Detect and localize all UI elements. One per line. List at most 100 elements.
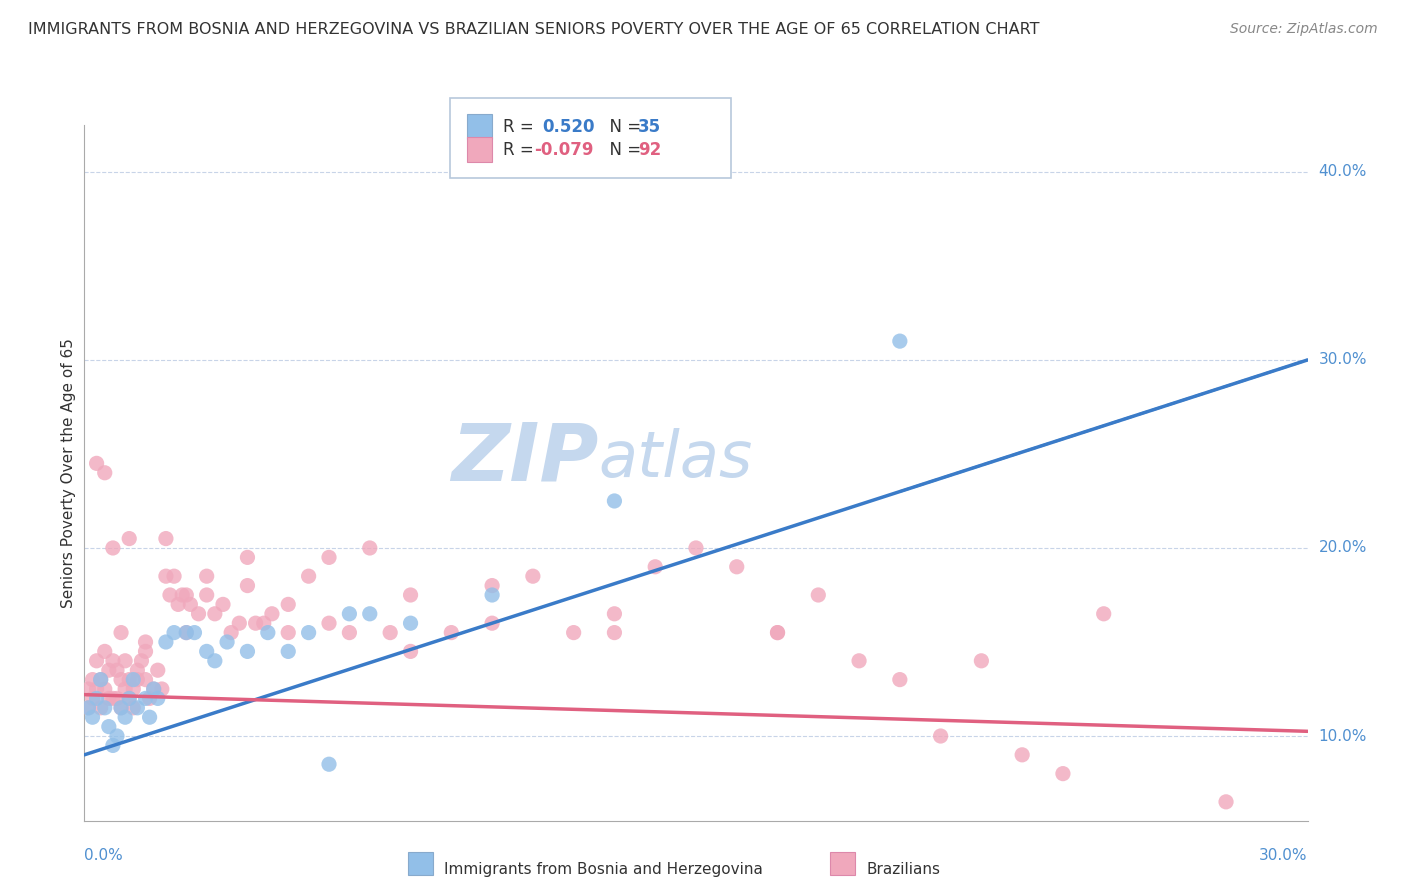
Point [481,616,503,631]
Point [90,673,112,687]
Point [277,625,299,640]
Point [122,701,145,715]
Point [603,625,626,640]
Point [163,569,186,583]
Point [440,625,463,640]
Text: 0.0%: 0.0% [84,848,124,863]
Point [359,541,381,555]
Point [77,681,100,696]
Point [167,598,190,612]
Point [150,681,173,696]
Point [135,635,157,649]
Text: N =: N = [599,118,647,136]
Point [105,729,128,743]
Point [90,701,112,715]
Point [195,569,218,583]
Point [86,456,108,470]
Text: ZIP: ZIP [451,420,598,498]
Point [118,691,141,706]
Point [82,691,104,706]
Point [131,654,153,668]
Point [481,588,503,602]
Point [359,607,381,621]
Text: 20.0%: 20.0% [1319,541,1367,556]
Point [212,598,235,612]
Point [228,616,250,631]
Point [318,616,340,631]
Point [101,541,124,555]
Text: atlas: atlas [598,428,752,490]
Point [970,654,993,668]
Point [562,625,585,640]
Text: R =: R = [503,141,540,159]
Text: N =: N = [599,141,647,159]
Text: R =: R = [503,118,544,136]
Point [1215,795,1237,809]
Point [257,625,280,640]
Point [93,681,115,696]
Text: 30.0%: 30.0% [1319,352,1367,368]
Point [86,654,108,668]
Text: 92: 92 [638,141,662,159]
Point [766,625,789,640]
Point [77,701,100,715]
Point [93,644,115,658]
Point [174,625,197,640]
Point [135,673,157,687]
Point [122,673,145,687]
Point [97,720,120,734]
Point [118,532,141,546]
Point [127,663,149,677]
Point [522,569,544,583]
Point [236,644,259,658]
Point [82,673,104,687]
Point [260,607,283,621]
Point [101,691,124,706]
Point [105,691,128,706]
Text: Source: ZipAtlas.com: Source: ZipAtlas.com [1230,22,1378,37]
Point [114,710,136,724]
Point [339,625,360,640]
Point [1133,832,1156,847]
Point [86,691,108,706]
Point [93,701,115,715]
Point [204,607,226,621]
Point [236,550,259,565]
Text: 40.0%: 40.0% [1319,164,1367,179]
Point [159,588,181,602]
Point [146,663,169,677]
Point [1011,747,1033,762]
Point [929,729,952,743]
Point [807,588,830,602]
Text: 35: 35 [638,118,661,136]
Point [399,644,422,658]
Point [90,673,112,687]
Point [204,654,226,668]
Point [195,588,218,602]
Point [399,588,422,602]
Text: -0.079: -0.079 [534,141,593,159]
Point [93,466,115,480]
Point [318,550,340,565]
Point [82,710,104,724]
Text: Immigrants from Bosnia and Herzegovina: Immigrants from Bosnia and Herzegovina [444,863,763,877]
Point [848,654,870,668]
Point [114,654,136,668]
Point [77,701,100,715]
Point [86,681,108,696]
Point [118,673,141,687]
Point [172,588,194,602]
Point [399,616,422,631]
Point [146,691,169,706]
Point [101,654,124,668]
Point [298,625,321,640]
Point [155,569,177,583]
Point [318,757,340,772]
Point [889,673,911,687]
Point [236,578,259,592]
Text: 10.0%: 10.0% [1319,729,1367,744]
Y-axis label: Seniors Poverty Over the Age of 65: Seniors Poverty Over the Age of 65 [60,338,76,607]
Point [298,569,321,583]
Point [380,625,402,640]
Point [725,559,748,574]
